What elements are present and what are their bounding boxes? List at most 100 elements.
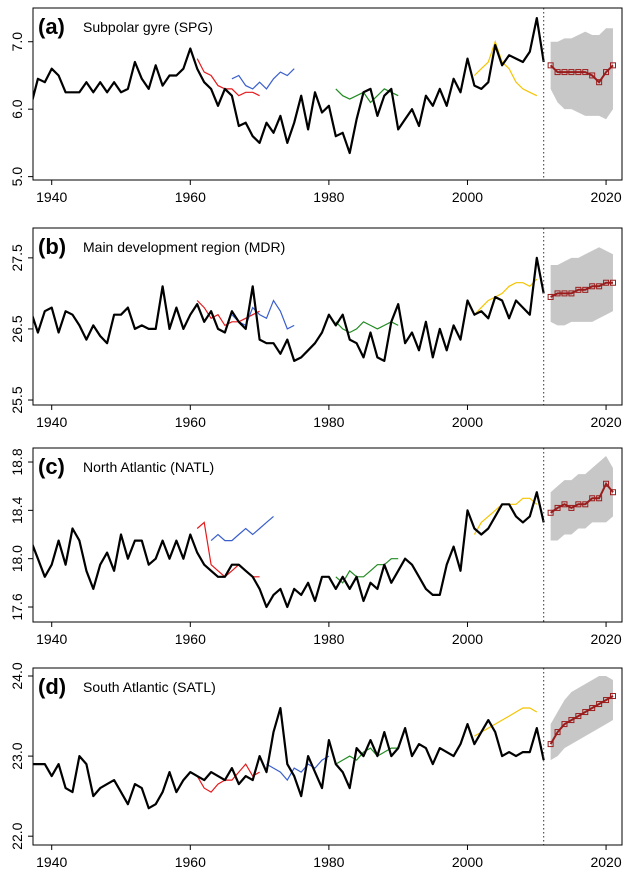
x-tick-label: 1980 bbox=[313, 414, 344, 430]
forecast-line bbox=[549, 695, 614, 745]
forecast-marker bbox=[589, 705, 596, 712]
forecast-line bbox=[550, 481, 614, 514]
x-tick-label: 2020 bbox=[590, 189, 621, 205]
panel-title: Main development region (MDR) bbox=[83, 239, 285, 255]
forecast-marker bbox=[561, 290, 568, 297]
forecast-marker bbox=[547, 293, 554, 300]
forecast-marker bbox=[609, 62, 616, 69]
x-tick-label: 2020 bbox=[590, 854, 621, 870]
y-tick-label: 18.0 bbox=[9, 545, 25, 572]
y-tick-label: 25.5 bbox=[9, 386, 25, 413]
hindcast-line bbox=[196, 763, 260, 793]
panel-title: Subpolar gyre (SPG) bbox=[83, 19, 213, 35]
x-tick-label: 1980 bbox=[313, 854, 344, 870]
observed-line bbox=[33, 491, 545, 609]
hindcast-line bbox=[474, 707, 538, 737]
plot-frame bbox=[32, 227, 623, 406]
forecast-marker bbox=[582, 501, 589, 508]
x-tick-label: 1940 bbox=[36, 189, 67, 205]
forecast-marker bbox=[575, 286, 582, 293]
x-tick-label: 1940 bbox=[36, 854, 67, 870]
plot-area bbox=[33, 17, 616, 155]
forecast-line bbox=[549, 64, 614, 84]
y-tick-label: 17.6 bbox=[9, 593, 25, 620]
forecast-marker bbox=[554, 504, 561, 511]
forecast-marker bbox=[561, 501, 568, 508]
x-tick-label: 2020 bbox=[590, 414, 621, 430]
x-tick-label: 1960 bbox=[175, 189, 206, 205]
y-tick-label: 23.0 bbox=[9, 742, 25, 769]
forecast-band bbox=[550, 676, 613, 761]
y-tick-label: 18.8 bbox=[9, 448, 25, 475]
forecast-marker bbox=[575, 501, 582, 508]
forecast-marker bbox=[547, 62, 554, 69]
forecast-marker bbox=[568, 717, 575, 724]
panel-label: (d) bbox=[38, 674, 66, 699]
hindcast-line bbox=[266, 755, 330, 782]
forecast-marker bbox=[609, 279, 616, 286]
panel-label: (c) bbox=[38, 454, 65, 479]
forecast-marker bbox=[568, 69, 575, 76]
forecast-marker bbox=[575, 713, 582, 720]
forecast-marker bbox=[589, 283, 596, 290]
forecast-marker bbox=[589, 495, 596, 502]
x-tick-label: 1980 bbox=[313, 189, 344, 205]
forecast-marker bbox=[561, 69, 568, 76]
y-tick-label: 27.5 bbox=[9, 244, 25, 271]
forecast-marker bbox=[568, 290, 575, 297]
y-tick-label: 22.0 bbox=[9, 822, 25, 849]
hindcast-line bbox=[231, 68, 295, 90]
observed-line bbox=[33, 706, 545, 810]
x-tick-label: 1960 bbox=[175, 854, 206, 870]
panel-title: North Atlantic (NATL) bbox=[83, 459, 214, 475]
y-tick-label: 24.0 bbox=[9, 662, 25, 689]
y-tick-label: 6.0 bbox=[9, 99, 25, 119]
x-tick-label: 2000 bbox=[452, 631, 483, 647]
forecast-marker bbox=[589, 72, 596, 79]
plot-area bbox=[33, 455, 616, 609]
forecast-marker bbox=[596, 701, 603, 708]
hindcast-line bbox=[335, 558, 399, 584]
x-tick-label: 1980 bbox=[313, 631, 344, 647]
forecast-marker bbox=[568, 504, 575, 511]
forecast-marker bbox=[547, 741, 554, 748]
forecast-band bbox=[550, 28, 613, 120]
x-tick-label: 1960 bbox=[175, 631, 206, 647]
x-tick-label: 1940 bbox=[36, 414, 67, 430]
forecast-marker bbox=[596, 79, 603, 86]
forecast-marker bbox=[603, 480, 610, 487]
panel-label: (b) bbox=[38, 234, 66, 259]
forecast-marker bbox=[603, 69, 610, 76]
x-tick-label: 2000 bbox=[452, 189, 483, 205]
plot-frame bbox=[32, 7, 623, 181]
x-tick-label: 2000 bbox=[452, 414, 483, 430]
panel-title: South Atlantic (SATL) bbox=[83, 679, 216, 695]
forecast-marker bbox=[603, 697, 610, 704]
hindcast-line bbox=[473, 39, 538, 97]
y-tick-label: 26.5 bbox=[9, 315, 25, 342]
observed-line bbox=[33, 256, 545, 362]
x-tick-label: 2020 bbox=[590, 631, 621, 647]
forecast-line bbox=[550, 281, 613, 298]
forecast-marker bbox=[554, 729, 561, 736]
x-tick-label: 1940 bbox=[36, 631, 67, 647]
y-tick-label: 5.0 bbox=[9, 167, 25, 187]
hindcast-line bbox=[196, 58, 260, 97]
hindcast-line bbox=[210, 515, 274, 542]
plot-area bbox=[33, 247, 616, 362]
forecast-marker bbox=[582, 709, 589, 716]
panel-label: (a) bbox=[38, 14, 65, 39]
hindcast-line bbox=[473, 278, 538, 316]
x-tick-label: 2000 bbox=[452, 854, 483, 870]
y-tick-label: 18.4 bbox=[9, 497, 25, 524]
forecast-marker bbox=[609, 693, 616, 700]
plot-frame bbox=[32, 447, 623, 623]
forecast-marker bbox=[547, 509, 554, 516]
x-tick-label: 1960 bbox=[175, 414, 206, 430]
forecast-marker bbox=[596, 495, 603, 502]
forecast-marker bbox=[554, 290, 561, 297]
observed-line bbox=[33, 17, 545, 155]
y-tick-label: 7.0 bbox=[9, 32, 25, 52]
hindcast-line bbox=[231, 299, 295, 330]
